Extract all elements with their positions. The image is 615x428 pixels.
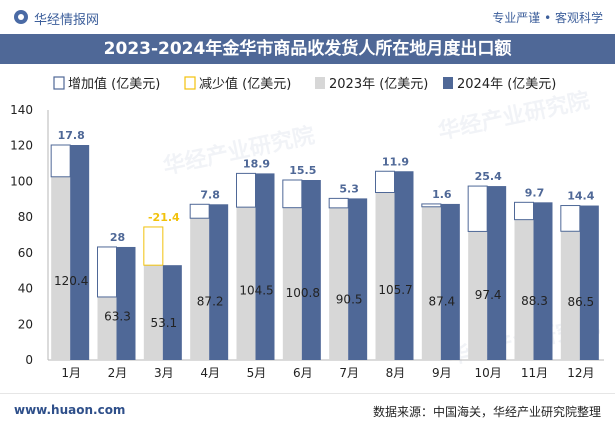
change-box-4: [189, 203, 210, 219]
value-label-3: 53.1: [150, 316, 177, 330]
change-box-3: [143, 226, 164, 266]
bar-2024-8: [394, 171, 414, 360]
x-tick-label-4: 4月: [200, 366, 220, 380]
value-label-2: 63.3: [104, 309, 131, 323]
value-label-11: 88.3: [521, 294, 548, 308]
x-tick-label-11: 11月: [521, 366, 548, 380]
change-label-7: 5.3: [339, 182, 359, 195]
value-label-7: 90.5: [336, 292, 363, 306]
value-label-6: 100.8: [286, 286, 320, 300]
x-tick-label-9: 9月: [432, 366, 452, 380]
value-label-12: 86.5: [567, 295, 594, 309]
legend-swatch-3: [315, 77, 325, 89]
change-label-6: 15.5: [289, 164, 316, 177]
change-box-8: [375, 170, 395, 193]
legend-label-4: 2024年 (亿美元): [457, 77, 556, 92]
bar-2023-5: [236, 207, 256, 360]
x-tick-label-6: 6月: [293, 366, 313, 380]
bar-chart: 华经产业研究院华经产业研究院华经产业研究院增加值 (亿美元)减少值 (亿美元)2…: [10, 76, 604, 380]
y-tick-label-80: 80: [18, 210, 33, 224]
change-label-1: 17.8: [58, 129, 85, 142]
bar-2024-5: [255, 173, 275, 360]
change-label-11: 9.7: [525, 186, 545, 199]
legend-swatch-4: [443, 77, 453, 89]
legend-swatch-1: [53, 76, 65, 90]
bar-2024-4: [209, 204, 229, 360]
legend-label-2: 减少值 (亿美元): [199, 76, 291, 92]
change-box-11: [514, 201, 534, 221]
y-tick-label-0: 0: [25, 353, 33, 367]
change-box-7: [328, 197, 349, 209]
bar-2024-9: [440, 203, 460, 360]
title-bar: 2023-2024年金华市商品收发货人所在地月度出口额: [0, 34, 615, 64]
change-box-9: [421, 203, 442, 208]
y-tick-label-20: 20: [18, 317, 33, 331]
value-label-10: 97.4: [475, 288, 502, 302]
footer: www.huaon.com 数据来源：中国海关，华经产业研究院整理: [0, 393, 615, 428]
change-label-5: 18.9: [243, 157, 270, 170]
bar-2023-10: [468, 231, 488, 360]
legend-label-3: 2023年 (亿美元): [329, 77, 428, 92]
legend-label-1: 增加值 (亿美元): [68, 76, 160, 92]
bar-2023-7: [329, 207, 349, 360]
y-tick-label-120: 120: [10, 139, 33, 153]
bar-2024-2: [116, 246, 136, 360]
change-label-3: -21.4: [148, 211, 180, 224]
value-label-5: 104.5: [239, 284, 273, 298]
slogan: 专业严谨 • 客观科学: [492, 11, 603, 25]
bar-2024-11: [533, 202, 553, 360]
x-tick-label-1: 1月: [61, 366, 81, 380]
y-tick-label-60: 60: [18, 246, 33, 260]
value-label-1: 120.4: [54, 274, 88, 288]
bar-2023-11: [514, 219, 534, 360]
value-label-4: 87.2: [197, 295, 224, 309]
x-tick-label-7: 7月: [339, 366, 359, 380]
x-tick-label-12: 12月: [567, 366, 594, 380]
x-tick-label-10: 10月: [475, 366, 502, 380]
data-source: 数据来源：中国海关，华经产业研究院整理: [372, 405, 601, 419]
watermark-2: 华经产业研究院: [436, 87, 592, 144]
change-box-1: [50, 144, 71, 178]
change-box-5: [236, 172, 256, 208]
chart-title: 2023-2024年金华市商品收发货人所在地月度出口额: [103, 39, 512, 59]
value-label-8: 105.7: [378, 283, 412, 297]
logo-icon: [14, 10, 28, 24]
bar-2023-6: [282, 207, 302, 360]
change-label-9: 1.6: [432, 188, 452, 201]
bar-2024-6: [301, 180, 321, 360]
bar-2023-4: [190, 218, 210, 360]
change-label-4: 7.8: [200, 188, 220, 201]
bar-2024-10: [487, 186, 507, 360]
change-label-8: 11.9: [382, 155, 409, 168]
bar-2024-12: [579, 205, 599, 360]
legend-swatch-2: [184, 76, 196, 90]
change-box-12: [560, 205, 581, 232]
change-box-2: [97, 246, 117, 298]
y-tick-label-140: 140: [10, 103, 33, 117]
x-tick-label-2: 2月: [108, 366, 128, 380]
bar-2024-7: [348, 198, 368, 360]
y-tick-label-40: 40: [18, 282, 33, 296]
bar-2023-2: [97, 296, 117, 360]
change-label-12: 14.4: [567, 190, 594, 203]
y-tick-label-100: 100: [10, 174, 33, 188]
bar-2023-9: [421, 206, 441, 360]
top-bar: 华经情报网 专业严谨 • 客观科学: [0, 0, 615, 34]
x-tick-label-5: 5月: [247, 366, 267, 380]
bar-2024-3: [162, 265, 182, 360]
change-box-10: [467, 185, 488, 232]
x-tick-label-8: 8月: [386, 366, 406, 380]
x-tick-label-3: 3月: [154, 366, 174, 380]
value-label-9: 87.4: [428, 294, 455, 308]
change-label-2: 28: [110, 231, 125, 244]
bar-2023-1: [51, 176, 71, 360]
bar-2024-1: [70, 145, 90, 360]
brand-name: 华经情报网: [34, 13, 100, 28]
bar-2023-8: [375, 192, 395, 360]
change-label-10: 25.4: [475, 170, 502, 183]
website-link[interactable]: www.huaon.com: [14, 403, 126, 417]
bar-2023-12: [560, 231, 580, 360]
change-box-6: [282, 179, 303, 209]
